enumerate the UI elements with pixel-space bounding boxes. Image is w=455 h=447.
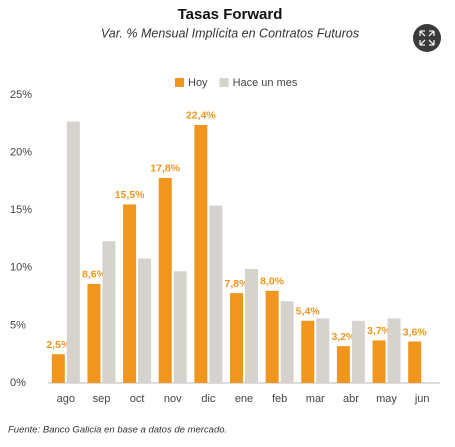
- bar: [158, 177, 172, 383]
- x-tick-label: mar: [306, 393, 325, 405]
- legend-swatch: [219, 78, 229, 87]
- bar: [372, 340, 386, 383]
- chart-title: Tasas Forward: [178, 6, 283, 23]
- value-label: 3,6%: [403, 326, 428, 338]
- bar: [87, 283, 101, 383]
- x-tick-label: nov: [164, 393, 182, 405]
- bar: [173, 271, 187, 383]
- bar: [102, 241, 116, 383]
- legend-swatch: [175, 78, 184, 87]
- bar: [66, 121, 80, 383]
- legend-label: Hace un mes: [233, 77, 298, 89]
- bar: [316, 318, 330, 383]
- y-tick-label: 20%: [10, 147, 32, 159]
- x-tick-label: jun: [414, 393, 430, 405]
- value-label: 15,5%: [115, 189, 145, 201]
- x-tick-label: feb: [272, 393, 287, 405]
- bar: [387, 318, 401, 383]
- y-tick-label: 10%: [10, 262, 32, 274]
- bar: [51, 354, 65, 383]
- x-tick-label: abr: [343, 393, 359, 405]
- bar: [245, 268, 258, 383]
- y-tick-label: 0%: [10, 377, 26, 389]
- expand-button[interactable]: [413, 24, 441, 52]
- y-tick-label: 15%: [10, 204, 32, 216]
- value-label: 5,4%: [296, 306, 321, 318]
- bar: [301, 320, 315, 383]
- x-tick-label: dic: [201, 393, 216, 405]
- y-tick-label: 25%: [10, 89, 32, 101]
- bar: [336, 346, 350, 383]
- expand-icon: [419, 30, 435, 46]
- legend-label: Hoy: [188, 77, 208, 89]
- value-label: 8,6%: [82, 269, 107, 281]
- bar: [123, 204, 137, 383]
- bar: [230, 293, 243, 383]
- bar: [280, 301, 294, 383]
- bar: [194, 124, 208, 384]
- x-tick-label: sep: [93, 393, 111, 405]
- bar: [209, 205, 223, 383]
- bar: [265, 290, 279, 383]
- bar: [408, 341, 422, 383]
- value-label: 3,7%: [367, 325, 392, 337]
- x-tick-label: ene: [235, 393, 253, 405]
- value-label: 2,5%: [46, 339, 71, 351]
- expand-circle: [413, 24, 441, 52]
- chart-subtitle: Var. % Mensual Implícita en Contratos Fu…: [101, 26, 359, 40]
- value-label: 3,2%: [331, 331, 356, 343]
- value-label: 7,8%: [225, 278, 250, 290]
- bar: [351, 320, 365, 383]
- x-tick-label: may: [376, 393, 397, 405]
- value-label: 22,4%: [186, 110, 216, 122]
- y-tick-label: 5%: [10, 319, 26, 331]
- bar: [138, 258, 152, 383]
- value-label: 8,0%: [260, 276, 285, 288]
- footnote: Fuente: Banco Galicia en base a datos de…: [8, 425, 227, 436]
- x-tick-label: ago: [57, 393, 75, 405]
- x-tick-label: oct: [130, 393, 145, 405]
- value-label: 17,8%: [150, 163, 180, 175]
